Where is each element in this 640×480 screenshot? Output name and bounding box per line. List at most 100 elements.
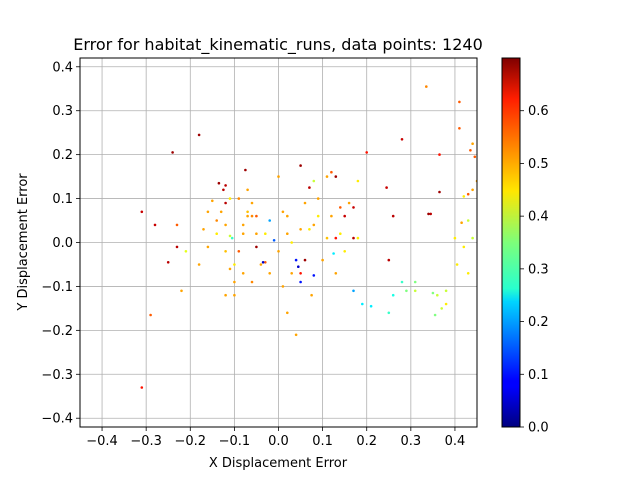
scatter-point <box>224 293 227 297</box>
scatter-point <box>215 219 218 222</box>
scatter-point <box>230 236 234 240</box>
scatter-point <box>312 223 316 227</box>
scatter-point <box>438 153 441 156</box>
y-tick-label: 0.1 <box>52 192 73 207</box>
scatter-point <box>215 232 218 235</box>
scatter-point <box>471 188 474 192</box>
scatter-point <box>222 188 225 192</box>
scatter-point <box>339 206 342 209</box>
scatter-point <box>175 223 179 227</box>
colorbar-ticks: 0.0 0.1 0.2 0.3 0.4 0.5 0.6 <box>520 104 549 436</box>
colorbar <box>501 57 521 428</box>
scatter-point <box>303 258 307 262</box>
scatter-point <box>462 245 466 249</box>
x-tick-label: 0.2 <box>356 434 377 449</box>
scatter-point <box>224 223 227 227</box>
scatter-point <box>325 236 329 240</box>
x-axis-ticks: −0.4 −0.3 −0.2 −0.1 0.0 0.1 0.2 0.3 0.4 <box>86 427 465 449</box>
scatter-point <box>460 221 463 224</box>
y-tick-label: 0.0 <box>52 236 73 251</box>
scatter-point <box>444 289 448 293</box>
scatter-point <box>206 245 210 249</box>
scatter-point <box>312 274 316 277</box>
scatter-point <box>466 219 470 222</box>
scatter-point <box>343 214 347 218</box>
scatter-point <box>250 214 254 218</box>
scatter-point <box>241 272 245 275</box>
scatter-point <box>405 289 408 293</box>
y-axis-ticks: −0.4 −0.3 −0.2 −0.1 0.0 0.1 0.2 0.3 0.4 <box>41 60 80 427</box>
scatter-point <box>332 252 335 255</box>
scatter-point <box>290 272 294 275</box>
scatter-point <box>400 280 404 284</box>
x-tick-label: −0.1 <box>219 434 251 449</box>
scatter-point <box>458 100 461 104</box>
scatter-point <box>224 184 227 187</box>
scatter-point <box>294 258 298 262</box>
scatter-point <box>352 206 355 209</box>
scatter-point <box>233 280 236 284</box>
scatter-point <box>286 311 289 315</box>
y-tick-label: −0.4 <box>41 412 73 427</box>
colorbar-tick-label: 0.4 <box>528 210 549 225</box>
scatter-point <box>206 210 210 214</box>
y-axis-label: Y Displacement Error <box>16 173 31 312</box>
scatter-point <box>246 188 249 192</box>
scatter-point <box>211 199 214 203</box>
scatter-point <box>268 219 272 222</box>
scatter-point <box>308 228 311 231</box>
scatter-point <box>316 214 320 218</box>
scatter-point <box>316 197 320 200</box>
scatter-point <box>303 201 307 205</box>
scatter-point <box>466 192 470 196</box>
scatter-point <box>255 214 258 218</box>
scatter-point <box>219 210 223 214</box>
x-axis-label: X Displacement Error <box>209 456 348 471</box>
y-tick-label: −0.3 <box>41 368 73 383</box>
colorbar-tick-label: 0.2 <box>528 315 549 330</box>
scatter-point <box>237 197 241 200</box>
scatter-point <box>197 133 201 137</box>
scatter-point <box>241 232 245 235</box>
scatter-point <box>413 289 417 293</box>
y-tick-label: 0.2 <box>52 148 73 163</box>
scatter-point <box>259 263 263 266</box>
scatter-point <box>431 291 435 295</box>
scatter-point <box>233 293 236 297</box>
scatter-point <box>299 272 302 275</box>
scatter-point <box>149 313 152 317</box>
scatter-points <box>140 85 477 389</box>
scatter-point <box>334 272 338 275</box>
scatter-point <box>343 250 347 253</box>
colorbar-tick-label: 0.1 <box>528 368 549 383</box>
scatter-point <box>387 311 391 315</box>
scatter-point <box>224 201 227 205</box>
scatter-point <box>224 250 227 253</box>
scatter-point <box>281 285 285 288</box>
scatter-point <box>433 313 437 317</box>
scatter-point <box>299 228 302 231</box>
colorbar-tick-label: 0.0 <box>528 421 549 436</box>
scatter-point <box>264 232 267 235</box>
scatter-point <box>153 223 157 227</box>
scatter-point <box>334 175 338 178</box>
scatter-point <box>286 214 289 218</box>
scatter-point <box>299 164 302 167</box>
scatter-point <box>369 304 373 308</box>
scatter-point <box>352 289 355 293</box>
y-tick-label: 0.3 <box>52 104 73 119</box>
scatter-point <box>246 214 249 218</box>
scatter-point <box>455 263 459 266</box>
scatter-point <box>228 197 232 200</box>
scatter-point <box>228 267 232 271</box>
scatter-point <box>391 293 395 297</box>
scatter-point <box>140 386 144 389</box>
scatter-point <box>352 236 355 240</box>
scatter-point <box>361 302 364 306</box>
scatter-point <box>180 289 183 293</box>
scatter-point <box>440 307 444 310</box>
scatter-point <box>400 138 404 141</box>
scatter-point <box>334 236 338 240</box>
scatter-point <box>246 210 249 214</box>
